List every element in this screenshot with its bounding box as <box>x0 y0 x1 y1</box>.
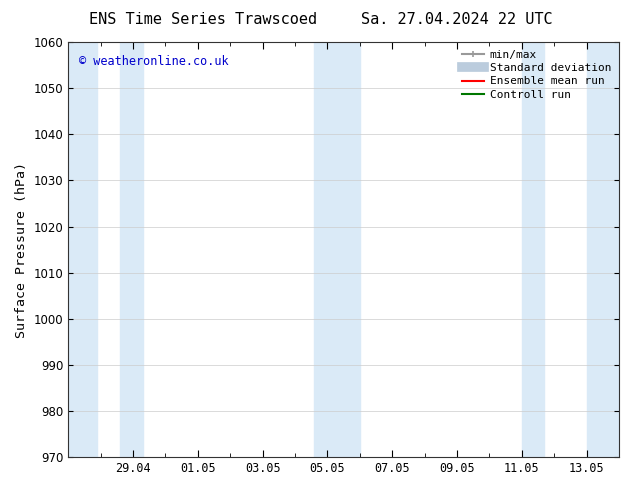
Bar <box>120 42 143 457</box>
Y-axis label: Surface Pressure (hPa): Surface Pressure (hPa) <box>15 162 28 338</box>
Bar <box>586 42 619 457</box>
Legend: min/max, Standard deviation, Ensemble mean run, Controll run: min/max, Standard deviation, Ensemble me… <box>458 46 616 104</box>
Text: © weatheronline.co.uk: © weatheronline.co.uk <box>79 54 229 68</box>
Bar <box>68 42 98 457</box>
Text: ENS Time Series Trawscoed: ENS Time Series Trawscoed <box>89 12 317 27</box>
Text: Sa. 27.04.2024 22 UTC: Sa. 27.04.2024 22 UTC <box>361 12 552 27</box>
Bar <box>334 42 359 457</box>
Bar <box>522 42 545 457</box>
Bar <box>314 42 334 457</box>
